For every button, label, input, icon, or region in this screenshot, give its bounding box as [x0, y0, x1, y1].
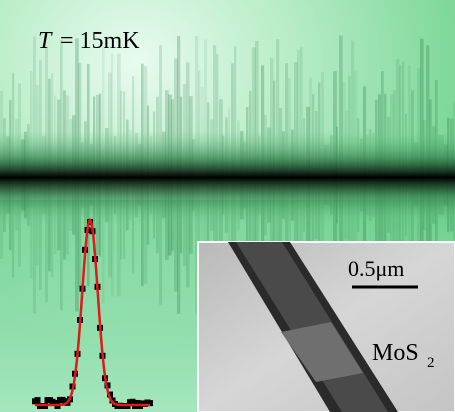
material-subscript: 2	[427, 355, 435, 371]
sem-inset: 0.5μm MoS 2	[198, 242, 455, 412]
dark-band	[0, 130, 455, 225]
temperature-symbol: T	[38, 28, 53, 54]
temperature-value: = 15mK	[60, 28, 140, 54]
page: T = 15mK 0.5μm MoS 2 (() => { const data…	[0, 0, 455, 412]
figure: T = 15mK 0.5μm MoS 2	[0, 0, 455, 412]
data-point	[35, 397, 41, 403]
scale-bar-label: 0.5μm	[348, 256, 404, 281]
material-label: MoS	[372, 340, 419, 366]
